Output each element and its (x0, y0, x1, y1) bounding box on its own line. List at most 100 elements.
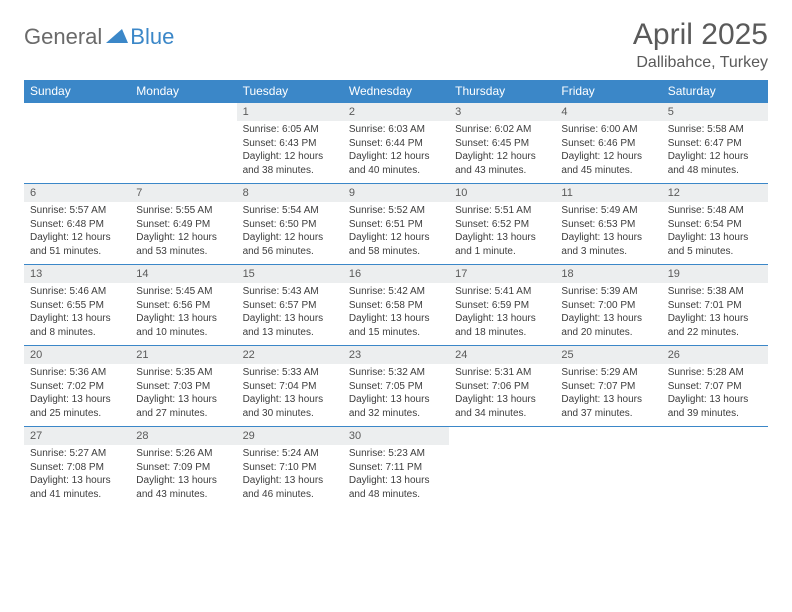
day-detail-cell: Sunrise: 5:58 AMSunset: 6:47 PMDaylight:… (662, 121, 768, 184)
sunrise-line: Sunrise: 6:05 AM (243, 123, 337, 137)
sunset-line: Sunset: 7:07 PM (668, 380, 762, 394)
sunset-line: Sunset: 6:47 PM (668, 137, 762, 151)
day-number-cell: 16 (343, 265, 449, 284)
day-number-cell: 12 (662, 184, 768, 203)
sunrise-line: Sunrise: 5:32 AM (349, 366, 443, 380)
week-detail-row: Sunrise: 5:46 AMSunset: 6:55 PMDaylight:… (24, 283, 768, 346)
daylight-line: Daylight: 12 hours and 43 minutes. (455, 150, 549, 177)
daylight-line: Daylight: 12 hours and 51 minutes. (30, 231, 124, 258)
daylight-line: Daylight: 13 hours and 32 minutes. (349, 393, 443, 420)
day-detail-cell: Sunrise: 6:03 AMSunset: 6:44 PMDaylight:… (343, 121, 449, 184)
daylight-line: Daylight: 12 hours and 58 minutes. (349, 231, 443, 258)
day-number-cell: 9 (343, 184, 449, 203)
sunrise-line: Sunrise: 5:46 AM (30, 285, 124, 299)
day-number-cell (24, 103, 130, 122)
day-detail-cell: Sunrise: 5:45 AMSunset: 6:56 PMDaylight:… (130, 283, 236, 346)
day-detail-cell: Sunrise: 5:28 AMSunset: 7:07 PMDaylight:… (662, 364, 768, 427)
sunset-line: Sunset: 7:01 PM (668, 299, 762, 313)
day-number-cell (130, 103, 236, 122)
day-detail-cell: Sunrise: 5:32 AMSunset: 7:05 PMDaylight:… (343, 364, 449, 427)
logo-text-general: General (24, 24, 102, 50)
day-detail-cell: Sunrise: 5:33 AMSunset: 7:04 PMDaylight:… (237, 364, 343, 427)
day-detail-cell: Sunrise: 5:27 AMSunset: 7:08 PMDaylight:… (24, 445, 130, 507)
day-name: Tuesday (237, 80, 343, 103)
daylight-line: Daylight: 12 hours and 48 minutes. (668, 150, 762, 177)
day-number-cell: 30 (343, 427, 449, 446)
day-number-cell: 24 (449, 346, 555, 365)
daylight-line: Daylight: 12 hours and 38 minutes. (243, 150, 337, 177)
daylight-line: Daylight: 13 hours and 15 minutes. (349, 312, 443, 339)
daylight-line: Daylight: 13 hours and 1 minute. (455, 231, 549, 258)
calendar-table: SundayMondayTuesdayWednesdayThursdayFrid… (24, 80, 768, 507)
day-detail-cell: Sunrise: 5:48 AMSunset: 6:54 PMDaylight:… (662, 202, 768, 265)
day-detail-cell: Sunrise: 6:02 AMSunset: 6:45 PMDaylight:… (449, 121, 555, 184)
sunset-line: Sunset: 7:08 PM (30, 461, 124, 475)
sunset-line: Sunset: 7:07 PM (561, 380, 655, 394)
daylight-line: Daylight: 13 hours and 48 minutes. (349, 474, 443, 501)
daylight-line: Daylight: 12 hours and 56 minutes. (243, 231, 337, 258)
day-number-cell: 8 (237, 184, 343, 203)
sunrise-line: Sunrise: 5:36 AM (30, 366, 124, 380)
sunset-line: Sunset: 6:48 PM (30, 218, 124, 232)
sunset-line: Sunset: 6:54 PM (668, 218, 762, 232)
sunrise-line: Sunrise: 6:02 AM (455, 123, 549, 137)
day-detail-cell (555, 445, 661, 507)
sunrise-line: Sunrise: 5:55 AM (136, 204, 230, 218)
day-number-cell: 20 (24, 346, 130, 365)
sunrise-line: Sunrise: 5:45 AM (136, 285, 230, 299)
sunset-line: Sunset: 7:05 PM (349, 380, 443, 394)
day-number-cell: 15 (237, 265, 343, 284)
sunset-line: Sunset: 6:56 PM (136, 299, 230, 313)
daylight-line: Daylight: 13 hours and 43 minutes. (136, 474, 230, 501)
sunrise-line: Sunrise: 5:58 AM (668, 123, 762, 137)
day-number-cell (662, 427, 768, 446)
day-number-cell: 27 (24, 427, 130, 446)
day-name: Sunday (24, 80, 130, 103)
sunset-line: Sunset: 6:45 PM (455, 137, 549, 151)
day-name: Wednesday (343, 80, 449, 103)
sunrise-line: Sunrise: 5:27 AM (30, 447, 124, 461)
sunset-line: Sunset: 6:44 PM (349, 137, 443, 151)
day-number-cell: 4 (555, 103, 661, 122)
day-number-cell: 26 (662, 346, 768, 365)
day-detail-cell: Sunrise: 5:54 AMSunset: 6:50 PMDaylight:… (237, 202, 343, 265)
sunrise-line: Sunrise: 5:49 AM (561, 204, 655, 218)
sunrise-line: Sunrise: 6:03 AM (349, 123, 443, 137)
day-detail-cell (130, 121, 236, 184)
day-number-cell: 23 (343, 346, 449, 365)
daylight-line: Daylight: 13 hours and 18 minutes. (455, 312, 549, 339)
day-detail-cell: Sunrise: 5:35 AMSunset: 7:03 PMDaylight:… (130, 364, 236, 427)
day-name: Friday (555, 80, 661, 103)
day-detail-cell: Sunrise: 6:05 AMSunset: 6:43 PMDaylight:… (237, 121, 343, 184)
day-number-cell: 25 (555, 346, 661, 365)
sunrise-line: Sunrise: 5:42 AM (349, 285, 443, 299)
week-detail-row: Sunrise: 5:27 AMSunset: 7:08 PM Daylight:… (24, 445, 768, 507)
day-number-cell: 19 (662, 265, 768, 284)
daylight-line: Daylight: 13 hours and 20 minutes. (561, 312, 655, 339)
day-detail-cell: Sunrise: 5:46 AMSunset: 6:55 PMDaylight:… (24, 283, 130, 346)
day-number-cell (555, 427, 661, 446)
location-label: Dallibahce, Turkey (633, 54, 768, 72)
day-detail-cell: Sunrise: 5:36 AMSunset: 7:02 PMDaylight:… (24, 364, 130, 427)
page: General Blue April 2025 Dallibahce, Turk… (0, 0, 792, 525)
week-detail-row: Sunrise: 5:36 AMSunset: 7:02 PMDaylight:… (24, 364, 768, 427)
sunset-line: Sunset: 6:43 PM (243, 137, 337, 151)
week-daynum-row: 12345 (24, 103, 768, 122)
day-detail-cell: Sunrise: 5:29 AMSunset: 7:07 PMDaylight:… (555, 364, 661, 427)
daylight-line: Daylight: 13 hours and 5 minutes. (668, 231, 762, 258)
day-number-cell: 13 (24, 265, 130, 284)
day-detail-cell (449, 445, 555, 507)
day-number-cell: 29 (237, 427, 343, 446)
day-number-cell (449, 427, 555, 446)
day-detail-cell: Sunrise: 5:52 AMSunset: 6:51 PMDaylight:… (343, 202, 449, 265)
sunrise-line: Sunrise: 5:52 AM (349, 204, 443, 218)
day-number-cell: 7 (130, 184, 236, 203)
day-detail-cell: Sunrise: 5:26 AMSunset: 7:09 PMDaylight:… (130, 445, 236, 507)
logo-text-blue: Blue (130, 24, 174, 50)
daylight-line: Daylight: 13 hours and 46 minutes. (243, 474, 337, 501)
day-number-cell: 18 (555, 265, 661, 284)
sunrise-line: Sunrise: 5:38 AM (668, 285, 762, 299)
day-names-row: SundayMondayTuesdayWednesdayThursdayFrid… (24, 80, 768, 103)
day-detail-cell: Sunrise: 5:39 AMSunset: 7:00 PMDaylight:… (555, 283, 661, 346)
day-number-cell: 11 (555, 184, 661, 203)
